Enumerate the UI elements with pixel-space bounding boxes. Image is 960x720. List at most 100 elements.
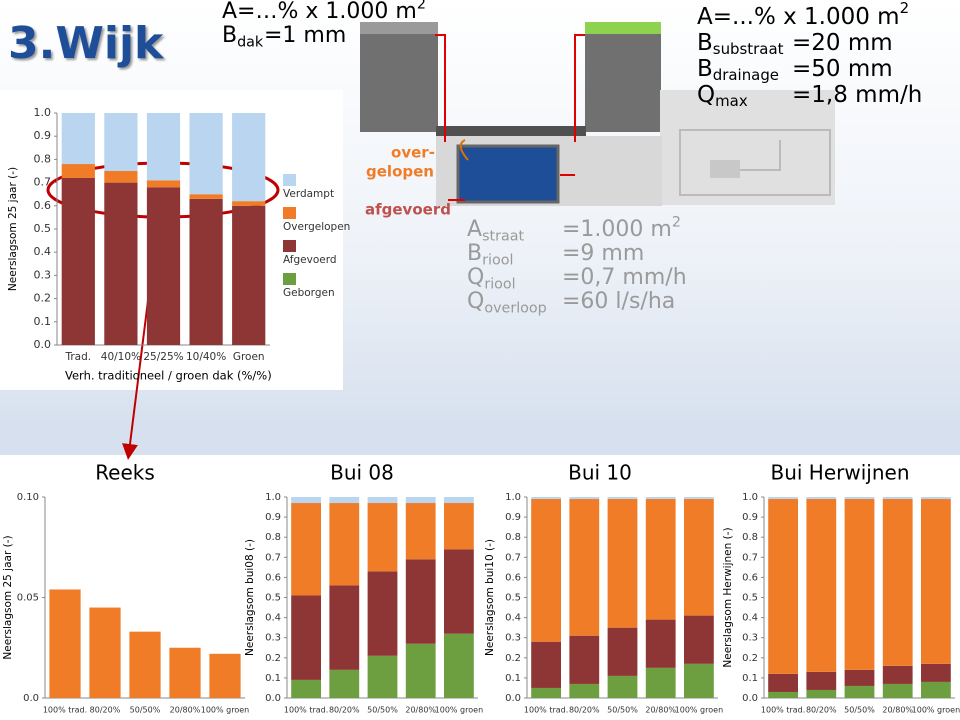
y-tick-label: 0.1 <box>505 673 521 684</box>
x-tick-label: 80/20% <box>569 706 600 715</box>
y-tick-label: 0.4 <box>34 245 52 258</box>
y-tick-label: 0.0 <box>23 693 39 704</box>
y-tick-label: 0.4 <box>265 613 281 624</box>
bar-segment <box>329 503 360 586</box>
bar-segment <box>684 497 714 500</box>
y-axis-label: Neerslagsom Herwijnen (-) <box>722 527 734 667</box>
y-axis-label: Neerslagsom 25 jaar (-) <box>7 167 19 291</box>
y-axis-label: Neerslagsom bui10 (-) <box>484 539 496 656</box>
x-tick-label: 25/25% <box>143 351 183 363</box>
bar-segment <box>882 665 913 684</box>
bar-segment <box>329 669 360 698</box>
bar-segment <box>189 113 223 195</box>
bar-segment <box>232 113 266 202</box>
x-tick-label: 80/20% <box>806 706 837 715</box>
y-axis-label: Neerslagsom bui08 (-) <box>244 539 256 656</box>
formula-symbol: B <box>467 241 482 266</box>
diagram-label: afgevoerd <box>365 201 451 219</box>
bar-segment <box>882 497 913 500</box>
y-tick-label: 0.3 <box>34 268 52 281</box>
bar-segment <box>291 595 321 680</box>
bar-segment <box>768 497 798 500</box>
formula-symbol: B <box>222 23 237 48</box>
y-tick-label: 1.0 <box>34 106 52 119</box>
bar-segment <box>444 633 474 698</box>
bar-segment <box>569 499 600 636</box>
bar <box>209 653 241 698</box>
formula-symbol: Q <box>467 289 484 314</box>
bar-segment <box>405 503 436 560</box>
y-tick-label: 1.0 <box>742 492 758 503</box>
y-tick-label: 0.2 <box>505 653 521 664</box>
formula: A=…% x 1.000 m2 <box>222 0 426 24</box>
y-tick-label: 0.8 <box>505 532 521 543</box>
bar-segment <box>921 497 951 500</box>
bar-segment <box>569 683 600 698</box>
legend-swatch <box>283 273 296 285</box>
y-tick-label: 0.2 <box>34 292 52 305</box>
formula-value: =0,7 mm/h <box>562 265 687 290</box>
bar-segment <box>882 499 913 666</box>
bar-segment <box>367 497 398 504</box>
formula-value: =9 mm <box>562 241 644 266</box>
x-tick-label: 100% groen <box>912 706 960 715</box>
diagram-label: over- <box>391 144 435 162</box>
bar-segment <box>146 180 181 188</box>
formula-value: =50 mm <box>792 56 893 82</box>
formula-symbol: Q <box>697 82 715 108</box>
x-tick-label: 10/40% <box>186 351 226 363</box>
formula-symbol: Q <box>467 265 484 290</box>
x-tick-label: 50/50% <box>130 706 161 715</box>
bar-segment <box>806 499 837 672</box>
bar-segment <box>291 503 321 596</box>
y-tick-label: 0.5 <box>265 593 281 604</box>
y-tick-label: 0.0 <box>34 338 52 351</box>
bar-segment <box>921 499 951 664</box>
y-tick-label: 0.3 <box>505 633 521 644</box>
y-tick-label: 0.8 <box>34 152 52 165</box>
x-tick-label: Trad. <box>64 351 91 363</box>
formula-superscript: 2 <box>417 0 426 12</box>
bar-segment <box>405 559 436 644</box>
x-tick-label: 100% groen <box>201 706 250 715</box>
y-tick-label: 0.0 <box>505 693 521 704</box>
x-tick-label: 100% groen <box>675 706 724 715</box>
formula: A=...% x 1.000 m2 <box>697 0 909 29</box>
bar-segment <box>146 187 181 345</box>
x-tick-label: 50/50% <box>844 706 875 715</box>
formula: Briool =9 mm <box>467 241 644 269</box>
bar-segment <box>684 499 714 616</box>
y-tick-label: 0.1 <box>34 315 52 328</box>
formula-superscript: 2 <box>900 0 910 17</box>
bar-segment <box>232 205 266 345</box>
bar-segment <box>844 669 875 686</box>
y-tick-label: 0.4 <box>505 613 521 624</box>
chart-title: Bui 08 <box>330 461 394 485</box>
bar <box>49 589 81 698</box>
formula-subscript: riool <box>482 253 513 269</box>
y-tick-label: 0.1 <box>742 673 758 684</box>
bar-segment <box>921 681 951 698</box>
bar-segment <box>684 663 714 698</box>
y-tick-label: 0.3 <box>742 633 758 644</box>
formula-symbol: B <box>697 30 713 56</box>
y-tick-label: 0.8 <box>742 532 758 543</box>
bar <box>129 631 161 698</box>
formula-value: =60 l/s/ha <box>562 289 675 314</box>
x-tick-label: 100% trad. <box>284 706 328 715</box>
formula-symbol: A=…% x 1.000 m <box>222 0 417 24</box>
formula: Qoverloop =60 l/s/ha <box>467 289 675 317</box>
bar-segment <box>444 549 474 634</box>
bar <box>89 607 121 698</box>
legend-label: Overgelopen <box>283 221 350 233</box>
x-tick-label: Groen <box>233 351 265 363</box>
bar-segment <box>607 675 638 698</box>
bar <box>169 647 201 698</box>
formula-value: =1,8 mm/h <box>792 82 922 108</box>
legend-label: Verdampt <box>283 188 334 200</box>
formula-symbol: A=...% x 1.000 m <box>697 4 900 30</box>
formula: Astraat =1.000 m2 <box>467 214 681 244</box>
y-tick-label: 0.6 <box>505 572 521 583</box>
y-tick-label: 0.6 <box>265 572 281 583</box>
